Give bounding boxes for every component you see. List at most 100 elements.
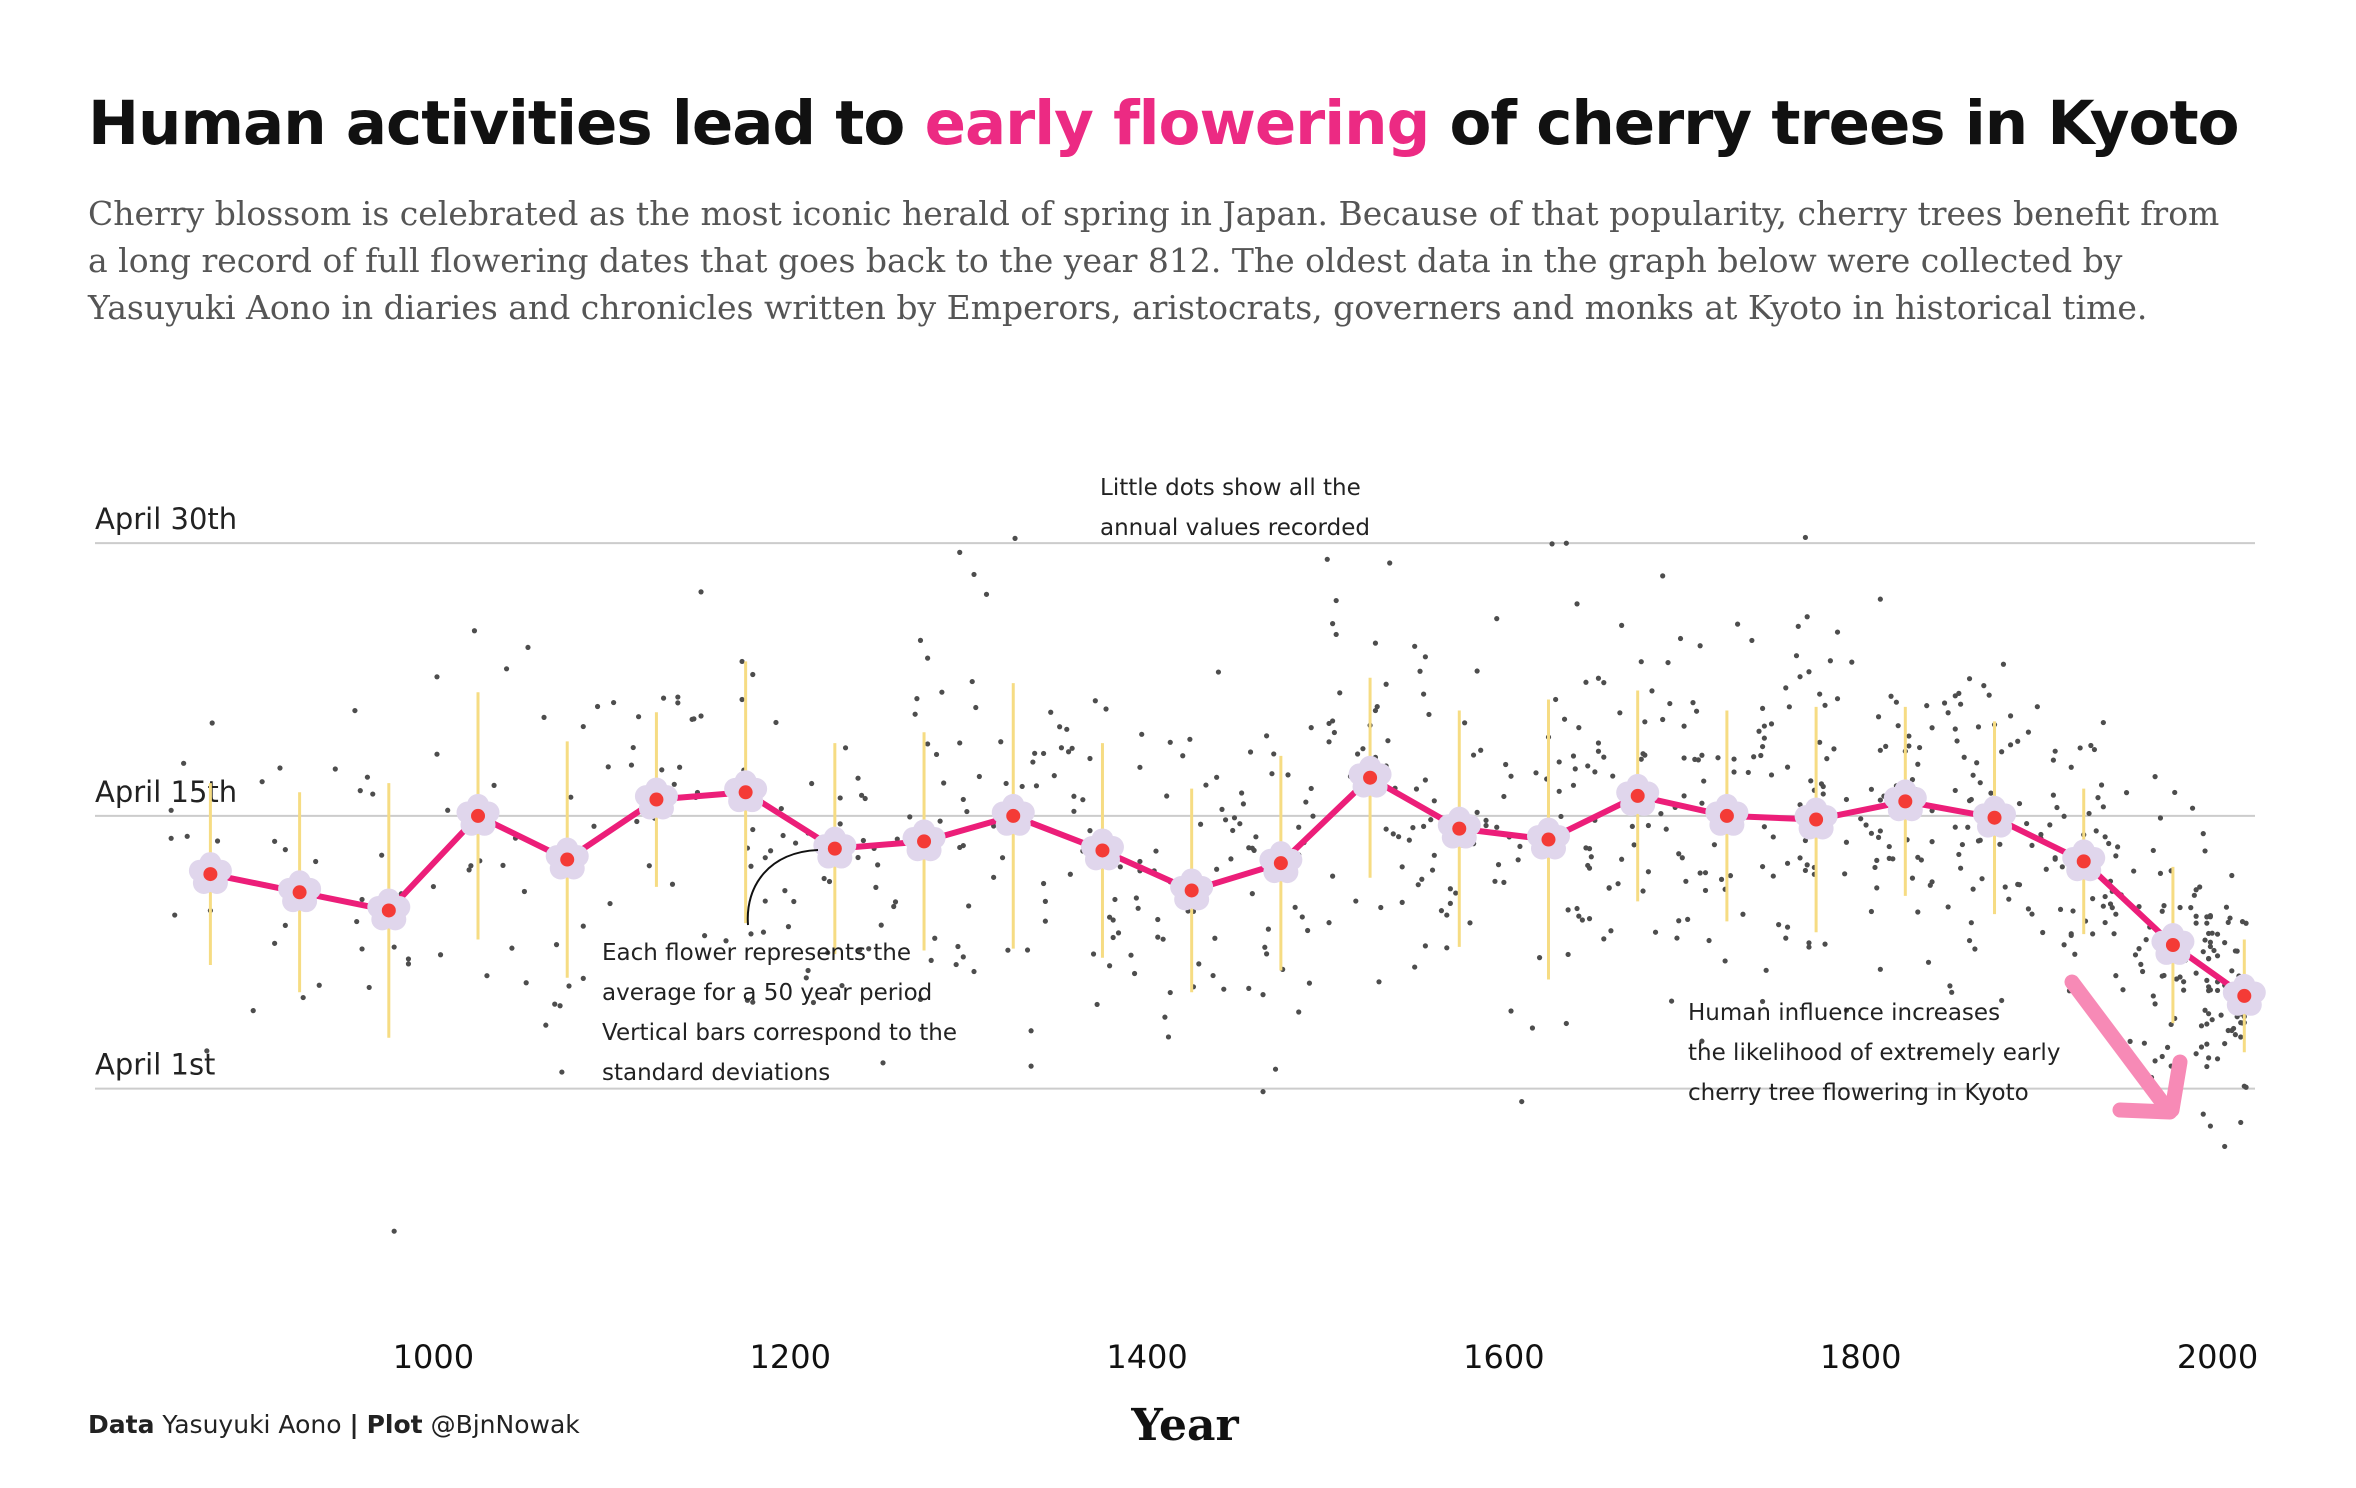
- caption-data-value: Yasuyuki Aono: [162, 1410, 342, 1439]
- flower-center-15: [1541, 832, 1556, 847]
- annual-dot-147: [907, 814, 913, 820]
- annotation-flowers-line-3: standard deviations: [602, 1060, 830, 1086]
- annual-dot-413: [1658, 811, 1664, 817]
- annual-dot-22: [354, 918, 360, 925]
- annual-dot-749: [2202, 848, 2208, 854]
- flower-marker-21: [2062, 839, 2106, 882]
- annual-dot-555: [1877, 596, 1883, 602]
- annual-dot-604: [1981, 683, 1987, 689]
- annual-dot-696: [2061, 813, 2067, 819]
- annual-dot-26: [379, 852, 385, 858]
- annual-dot-670: [2077, 745, 2083, 751]
- annual-dot-444: [1665, 659, 1671, 666]
- annual-dot-407: [1565, 907, 1571, 913]
- annual-dot-479: [1718, 876, 1725, 882]
- annual-dot-605: [1972, 946, 1978, 952]
- annual-dot-378: [1556, 759, 1562, 765]
- annual-dot-304: [1410, 825, 1416, 831]
- annual-dot-332: [1422, 943, 1428, 949]
- annual-dot-187: [1048, 709, 1054, 715]
- annual-dot-293: [1412, 964, 1418, 970]
- annual-dot-636: [2002, 884, 2008, 890]
- annual-dot-744: [2204, 920, 2210, 926]
- annual-dot-724: [2143, 937, 2149, 943]
- annual-dot-287: [1292, 904, 1298, 910]
- annual-dot-721: [2206, 930, 2212, 937]
- flower-center-4: [560, 852, 575, 867]
- annual-dot-421: [1601, 936, 1607, 942]
- annual-dot-580: [1877, 797, 1883, 803]
- annual-dot-232: [1155, 916, 1161, 923]
- annual-dot-392: [1561, 716, 1568, 722]
- annual-dot-770: [2200, 1111, 2206, 1117]
- annual-dot-542: [1783, 685, 1789, 691]
- annual-dot-539: [1795, 623, 1801, 629]
- annual-dot-531: [1776, 922, 1782, 928]
- flower-center-5: [649, 792, 664, 807]
- annual-dot-505: [1793, 653, 1800, 659]
- annual-dot-571: [1906, 743, 1912, 749]
- annual-dot-145: [891, 903, 897, 910]
- annual-dot-603: [2007, 713, 2014, 719]
- annual-dot-179: [1033, 783, 1040, 789]
- flower-center-12: [1273, 856, 1288, 871]
- annual-dot-660: [2050, 757, 2056, 763]
- annual-dot-747: [2188, 905, 2194, 911]
- annual-dot-247: [1221, 986, 1227, 992]
- annual-dot-404: [1553, 696, 1559, 703]
- annual-dot-261: [1299, 914, 1305, 920]
- gridline-label-0: April 1st: [95, 1048, 215, 1082]
- annual-dot-621: [1952, 726, 1958, 732]
- annual-dot-277: [1285, 772, 1291, 778]
- annual-dot-76: [677, 764, 683, 770]
- annual-dot-442: [1629, 823, 1635, 830]
- annual-dot-403: [1556, 788, 1562, 794]
- annual-dot-485: [1751, 754, 1757, 760]
- annual-dot-668: [2095, 795, 2101, 801]
- annual-dot-370: [1529, 1025, 1536, 1031]
- annual-dot-563: [1863, 822, 1869, 828]
- annual-dot-58: [580, 975, 586, 981]
- x-tick-label-2: 1400: [1106, 1338, 1187, 1376]
- annual-dot-465: [1749, 637, 1755, 644]
- flower-center-6: [738, 785, 753, 800]
- annual-dot-618: [1999, 749, 2005, 755]
- annual-dot-62: [594, 703, 601, 710]
- annual-dot-504: [1786, 704, 1792, 710]
- annual-dot-729: [2159, 1053, 2165, 1060]
- annual-dot-522: [1797, 674, 1803, 680]
- annual-dot-521: [1849, 659, 1855, 665]
- annual-dot-414: [1652, 929, 1659, 935]
- annual-dot-611: [1959, 841, 1966, 848]
- annual-dot-512: [1770, 873, 1776, 879]
- annual-dot-169: [1042, 898, 1048, 904]
- annual-dot-165: [1040, 750, 1047, 757]
- annual-dot-697: [2091, 746, 2098, 753]
- annual-dot-545: [1806, 940, 1812, 946]
- annual-dot-98: [785, 923, 792, 930]
- annual-dot-117: [837, 795, 843, 801]
- annual-dot-213: [1094, 1001, 1100, 1008]
- annual-dot-52: [525, 644, 531, 651]
- annual-dot-760: [2207, 943, 2213, 950]
- annual-dot-268: [1296, 824, 1302, 830]
- annual-dot-50: [445, 807, 451, 813]
- annual-dot-453: [1759, 998, 1766, 1005]
- flower-center-7: [827, 841, 842, 856]
- annual-dot-470: [1727, 873, 1734, 879]
- annual-dot-627: [1979, 876, 1985, 882]
- annual-dot-529: [1808, 778, 1814, 784]
- annual-dot-384: [1576, 725, 1582, 731]
- annual-dot-16: [282, 922, 288, 928]
- annual-dot-6: [184, 833, 190, 839]
- annual-dot-658: [2123, 790, 2130, 796]
- annual-dot-222: [1071, 793, 1077, 799]
- annual-dot-557: [1868, 786, 1875, 792]
- annual-dot-149: [964, 808, 970, 815]
- annual-dot-212: [1092, 698, 1098, 704]
- caption-plot-label: Plot: [366, 1410, 423, 1439]
- annual-dot-37: [484, 973, 490, 979]
- annual-dot-126: [862, 795, 868, 802]
- annual-dot-640: [2034, 704, 2040, 710]
- annual-dot-805: [2238, 1020, 2244, 1026]
